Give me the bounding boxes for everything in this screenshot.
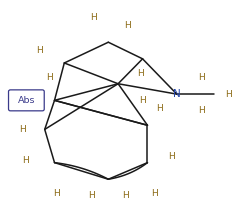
Text: H: H	[36, 46, 43, 55]
Text: H: H	[198, 106, 205, 115]
Text: Abs: Abs	[18, 96, 35, 105]
Text: H: H	[152, 189, 158, 198]
FancyBboxPatch shape	[9, 90, 44, 111]
Text: H: H	[169, 152, 175, 161]
Text: H: H	[122, 191, 129, 200]
Text: H: H	[198, 73, 205, 82]
Text: H: H	[90, 13, 97, 22]
Text: H: H	[22, 156, 29, 165]
Text: H: H	[137, 69, 143, 78]
Text: H: H	[225, 90, 231, 99]
Text: H: H	[124, 21, 131, 30]
Text: N: N	[173, 89, 181, 99]
Text: H: H	[19, 125, 26, 134]
Text: H: H	[156, 104, 163, 113]
Text: H: H	[88, 191, 94, 200]
Text: H: H	[139, 96, 146, 105]
Text: H: H	[46, 73, 53, 82]
Text: H: H	[54, 189, 60, 198]
